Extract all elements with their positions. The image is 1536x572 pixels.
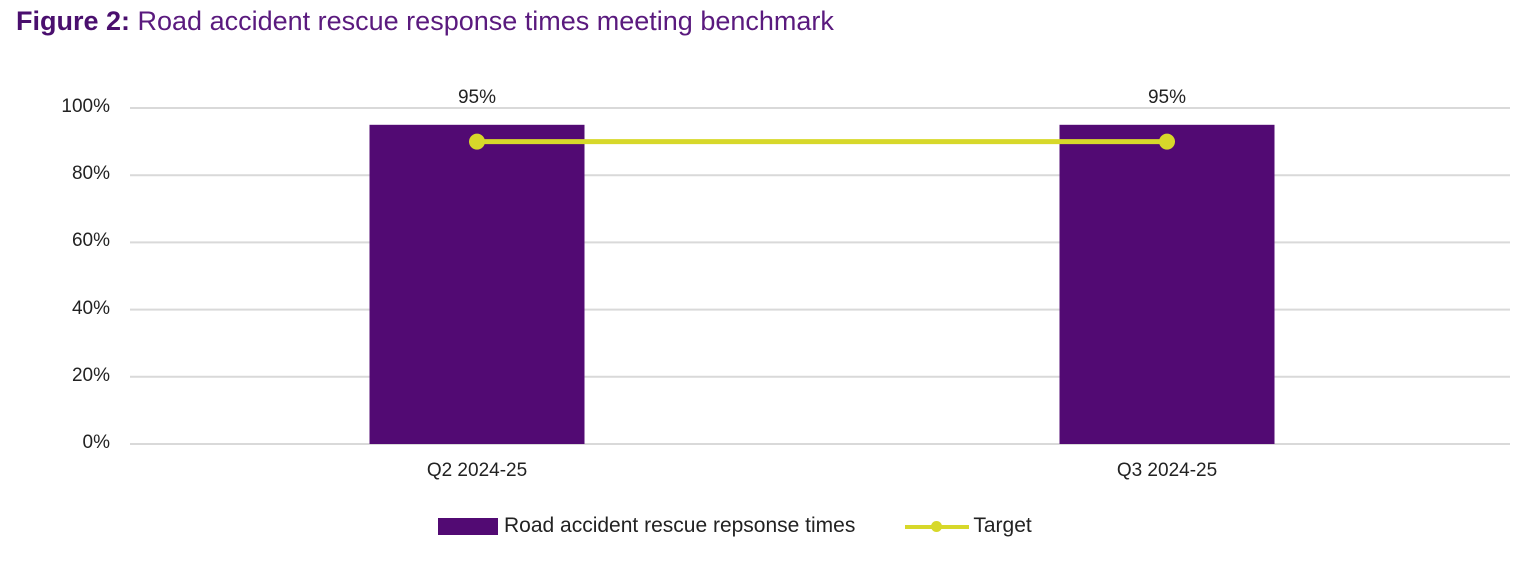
bar: [369, 124, 585, 445]
figure-title-text: Road accident rescue response times meet…: [137, 6, 834, 36]
y-tick-label: 20%: [71, 364, 110, 386]
y-tick-label: 100%: [61, 96, 110, 117]
y-tick-label: 80%: [71, 163, 110, 185]
legend-line-swatch: [905, 518, 970, 535]
x-tick-label: Q3 2024-25: [1116, 460, 1218, 481]
y-tick-label: 0%: [82, 432, 110, 453]
figure-label: Figure 2:: [16, 6, 131, 36]
y-tick-label: 60%: [71, 230, 110, 252]
legend-bar-swatch: [438, 517, 498, 535]
target-marker: [1159, 133, 1175, 150]
bar: [1059, 124, 1275, 445]
target-marker: [469, 133, 485, 150]
y-tick-label: 40%: [71, 297, 110, 319]
legend-line-label: Target: [973, 514, 1032, 537]
legend-bar-label: Road accident rescue repsonse times: [504, 514, 856, 537]
figure-title: Figure 2: Road accident rescue response …: [16, 6, 834, 37]
data-label: 95%: [1147, 86, 1187, 108]
x-tick-label: Q2 2024-25: [426, 460, 528, 481]
legend: Road accident rescue repsonse times Targ…: [438, 514, 1032, 538]
data-label: 95%: [457, 86, 497, 108]
